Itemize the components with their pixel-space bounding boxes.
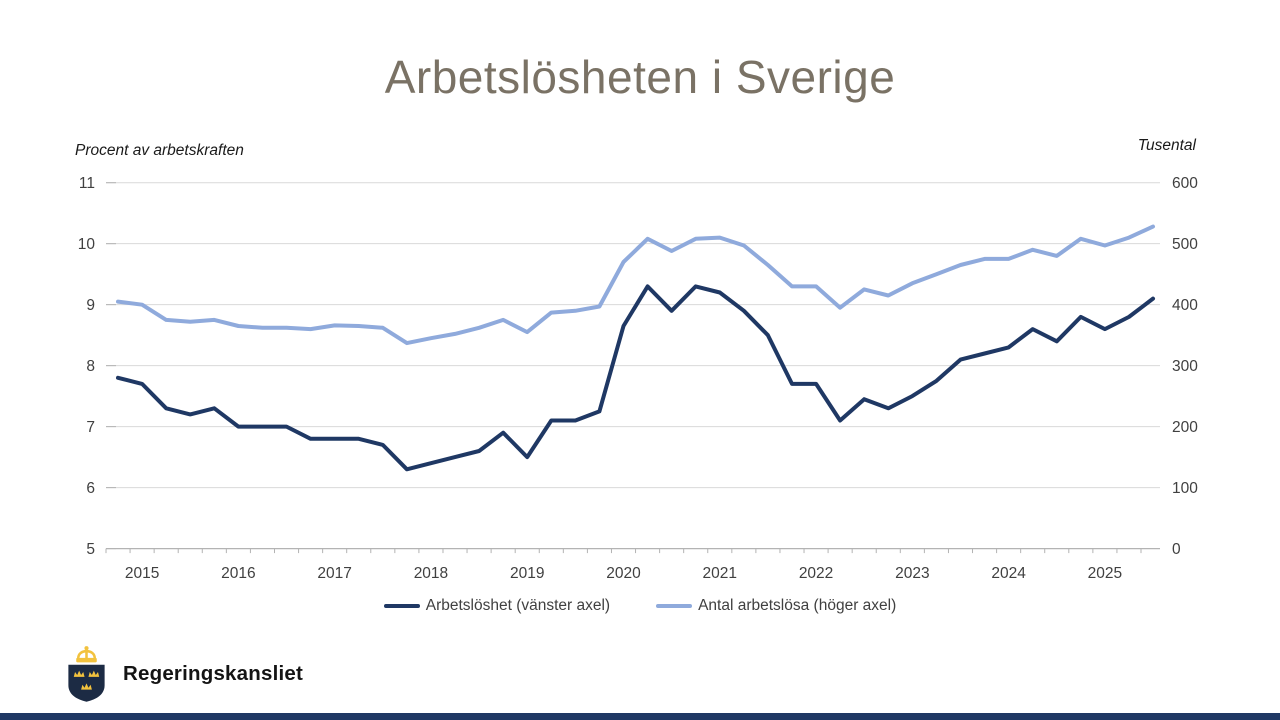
legend-item: Arbetslöshet (vänster axel) [383,597,611,615]
right-axis-tick-label: 200 [1172,419,1198,436]
x-axis-year-label: 2016 [221,565,255,582]
right-axis-tick-label: 0 [1172,541,1181,558]
left-axis-tick-label: 7 [86,419,95,436]
legend-line-swatch [656,604,693,608]
three-crowns-logo-icon [68,646,105,702]
footer-accent-bar [0,713,1280,720]
right-axis-caption: Tusental [1137,137,1196,154]
legend-line-swatch [383,604,420,608]
left-axis-tick-label: 11 [79,175,95,192]
right-axis-tick-label: 600 [1172,175,1198,192]
regeringskansliet-logo: Regeringskansliet [63,645,303,702]
x-axis-year-label: 2021 [703,565,737,582]
x-axis-year-label: 2025 [1088,565,1122,582]
arbetsloshet-line [116,284,1155,472]
left-axis-tick-label: 10 [78,236,96,253]
legend-item: Antal arbetslösa (höger axel) [656,597,896,615]
x-axis-year-label: 2019 [510,565,544,582]
left-axis-tick-label: 9 [86,297,95,314]
x-axis-year-label: 2023 [895,565,929,582]
x-axis-year-label: 2020 [606,565,641,582]
right-axis-tick-label: 400 [1172,297,1198,314]
x-axis-year-label: 2017 [317,565,351,582]
page-title: Arbetslösheten i Sverige [384,51,896,103]
logo-text: Regeringskansliet [123,661,303,685]
chart-legend: Arbetslöshet (vänster axel) Antal arbetsl… [0,595,1280,617]
x-axis-year-label: 2022 [799,565,833,582]
right-axis-tick-label: 300 [1172,358,1198,375]
left-axis-tick-label: 8 [86,358,95,375]
right-axis-tick-label: 500 [1172,236,1198,253]
left-axis-tick-label: 6 [86,480,95,497]
x-axis-year-label: 2024 [991,565,1026,582]
left-axis-caption: Procent av arbetskraften [75,142,244,159]
right-axis-tick-label: 100 [1172,480,1198,497]
x-axis-year-label: 2015 [125,565,159,582]
x-axis-year-label: 2018 [414,565,448,582]
legend-label: Antal arbetslösa (höger axel) [698,597,897,614]
legend-label: Arbetslöshet (vänster axel) [425,597,611,614]
antal-arbetslosa-line [116,224,1155,346]
left-axis-tick-label: 5 [86,541,95,558]
